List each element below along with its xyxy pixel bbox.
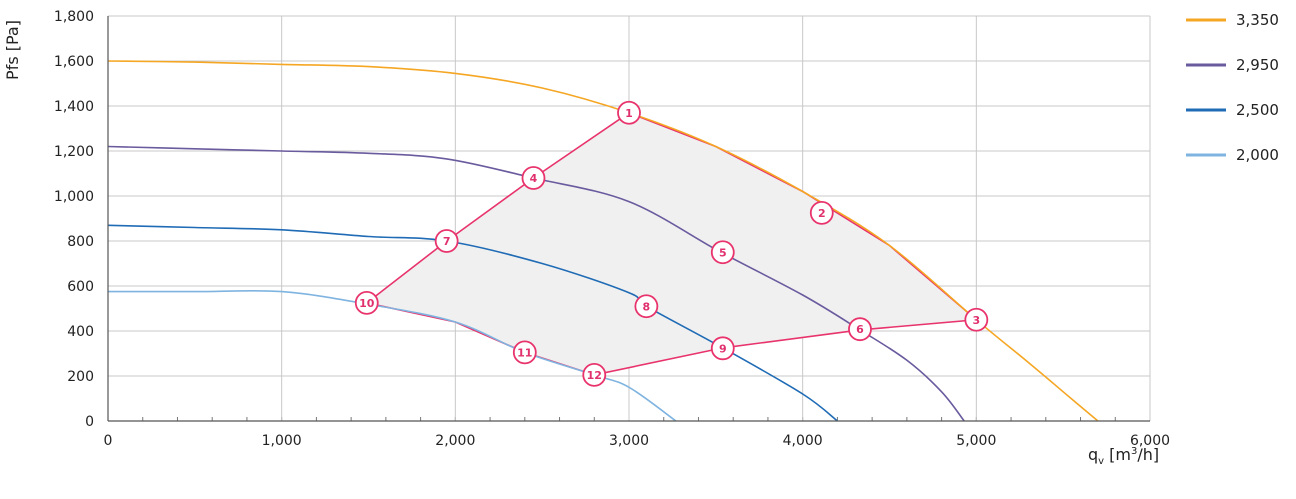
operating-point-6: 6 bbox=[848, 317, 872, 342]
series-line-2 bbox=[107, 145, 965, 422]
x-tick-label: 1,000 bbox=[262, 433, 302, 449]
operating-point-11: 11 bbox=[512, 340, 537, 365]
operating-point-label: 2 bbox=[818, 207, 826, 220]
operating-point-label: 3 bbox=[973, 314, 981, 327]
operating-point-circle bbox=[582, 362, 607, 387]
operating-point-circle bbox=[809, 200, 834, 225]
operating-point-circle bbox=[964, 307, 989, 332]
series-line-1 bbox=[107, 60, 1099, 422]
operating-point-label: 11 bbox=[517, 346, 532, 359]
operating-point-4: 4 bbox=[521, 166, 546, 190]
operating-point-5: 5 bbox=[710, 240, 735, 265]
operating-point-label: 7 bbox=[443, 235, 451, 248]
legend-entry: 3,350 bbox=[1186, 11, 1279, 29]
legend-entry: 2,000 bbox=[1186, 146, 1279, 164]
operating-point-12: 12 bbox=[582, 362, 607, 387]
legend-label: 3,350 bbox=[1236, 11, 1279, 29]
operating-point-circle bbox=[512, 340, 537, 365]
x-tick-label: 4,000 bbox=[783, 433, 823, 449]
operating-point-label: 12 bbox=[587, 369, 602, 382]
operating-point-1: 1 bbox=[617, 100, 641, 125]
x-tick-label: 5,000 bbox=[956, 433, 996, 449]
y-tick-label: 1,400 bbox=[54, 99, 94, 115]
legend-label: 2,500 bbox=[1236, 101, 1279, 119]
series-line-3 bbox=[107, 224, 838, 422]
operating-point-circle bbox=[434, 229, 459, 253]
y-tick-label: 1,000 bbox=[54, 189, 94, 205]
operating-area bbox=[366, 112, 977, 375]
operating-point-circle bbox=[848, 317, 872, 342]
operating-point-label: 5 bbox=[719, 246, 727, 259]
operating-point-3: 3 bbox=[964, 307, 989, 332]
y-tick-label: 800 bbox=[67, 234, 94, 250]
y-tick-label: 1,600 bbox=[54, 54, 94, 70]
legend-label: 2,000 bbox=[1236, 146, 1279, 164]
operating-point-label: 8 bbox=[643, 300, 651, 313]
y-axis-title: Pfs [Pa] bbox=[3, 20, 22, 80]
operating-point-label: 6 bbox=[856, 323, 864, 336]
x-axis-title: qv [m3/h] bbox=[1088, 445, 1159, 467]
y-tick-label: 1,200 bbox=[54, 144, 94, 160]
y-tick-label: 200 bbox=[67, 369, 94, 385]
operating-point-10: 10 bbox=[354, 290, 379, 315]
legend-label: 2,950 bbox=[1236, 56, 1279, 74]
operating-point-circle bbox=[710, 336, 735, 361]
operating-point-circle bbox=[710, 240, 735, 265]
operating-point-7: 7 bbox=[434, 229, 459, 253]
y-tick-label: 1,800 bbox=[54, 9, 94, 25]
series-line-4 bbox=[107, 289, 677, 422]
y-tick-label: 600 bbox=[67, 279, 94, 295]
y-tick-label: 0 bbox=[85, 414, 94, 430]
x-tick-label: 6,000 bbox=[1130, 433, 1170, 449]
operating-point-2: 2 bbox=[809, 200, 834, 225]
x-tick-label: 0 bbox=[104, 433, 113, 449]
operating-point-circle bbox=[354, 290, 379, 315]
x-tick-label: 3,000 bbox=[609, 433, 649, 449]
operating-point-8: 8 bbox=[634, 294, 659, 319]
operating-point-circle bbox=[617, 100, 641, 125]
operating-point-label: 4 bbox=[530, 172, 538, 185]
legend-entry: 2,950 bbox=[1186, 56, 1279, 74]
operating-point-9: 9 bbox=[710, 336, 735, 361]
operating-point-label: 1 bbox=[625, 107, 633, 120]
operating-point-label: 9 bbox=[719, 342, 727, 355]
legend-entry: 2,500 bbox=[1186, 101, 1279, 119]
operating-point-circle bbox=[634, 294, 659, 319]
operating-point-label: 10 bbox=[359, 297, 375, 310]
y-tick-label: 400 bbox=[67, 324, 94, 340]
operating-point-circle bbox=[521, 166, 546, 190]
x-tick-label: 2,000 bbox=[435, 433, 475, 449]
